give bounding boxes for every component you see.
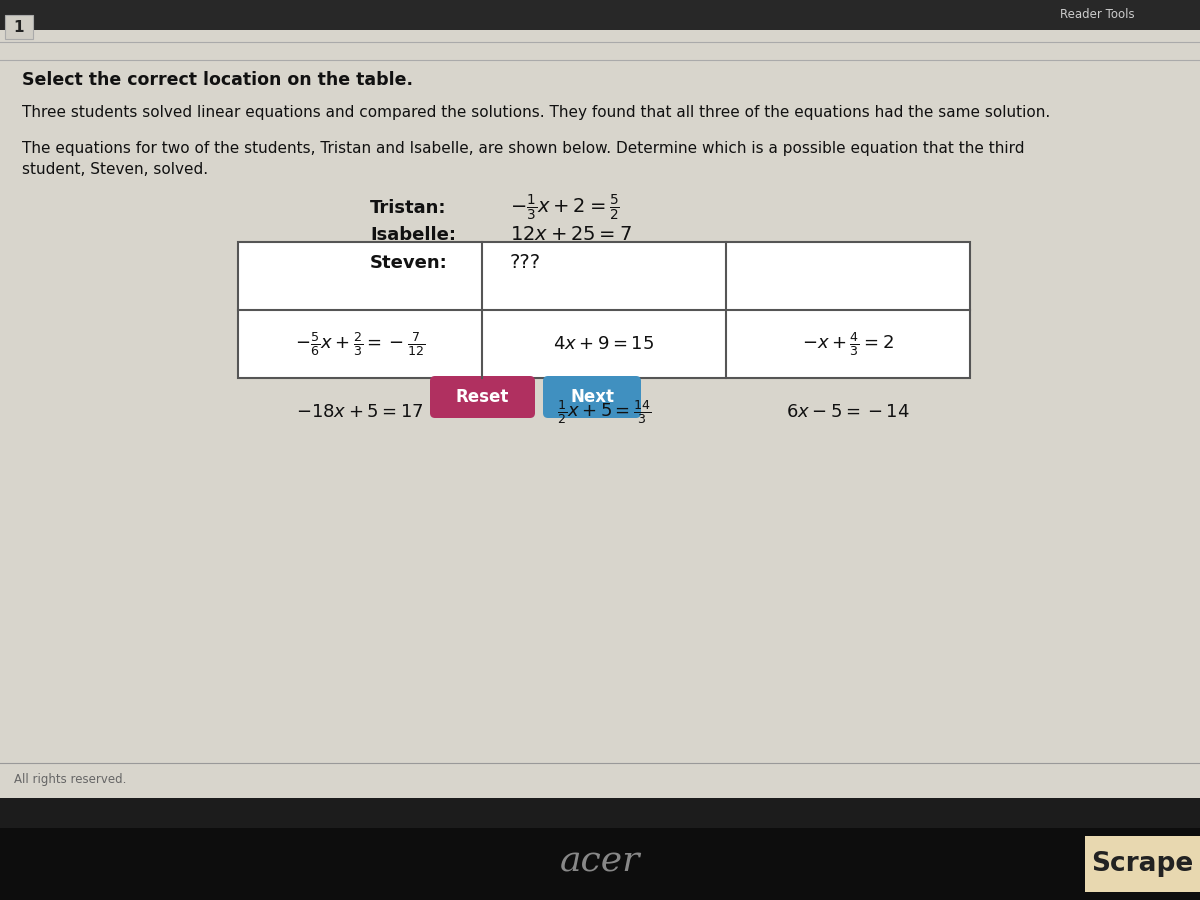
Bar [238, 242, 970, 378]
Text: $-x + \frac{4}{3} = 2$: $-x + \frac{4}{3} = 2$ [802, 330, 894, 358]
Text: The equations for two of the students, Tristan and Isabelle, are shown below. De: The equations for two of the students, T… [22, 140, 1025, 156]
Text: All rights reserved.: All rights reserved. [14, 773, 126, 787]
Text: $\frac{1}{2}x + 5 = \frac{14}{3}$: $\frac{1}{2}x + 5 = \frac{14}{3}$ [557, 398, 652, 426]
Text: $-\frac{1}{3}x + 2 = \frac{5}{2}$: $-\frac{1}{3}x + 2 = \frac{5}{2}$ [510, 193, 620, 223]
Text: Next: Next [570, 388, 614, 406]
Text: Isabelle:: Isabelle: [370, 226, 456, 244]
Text: Three students solved linear equations and compared the solutions. They found th: Three students solved linear equations a… [22, 105, 1050, 121]
Text: Steven:: Steven: [370, 254, 448, 272]
Text: Tristan:: Tristan: [370, 199, 446, 217]
FancyBboxPatch shape [430, 376, 535, 418]
Text: $12x + 25 = 7$: $12x + 25 = 7$ [510, 226, 631, 245]
Text: ???: ??? [510, 254, 541, 273]
Bar [1085, 836, 1200, 892]
Text: Reset: Reset [455, 388, 509, 406]
Text: student, Steven, solved.: student, Steven, solved. [22, 163, 208, 177]
FancyBboxPatch shape [542, 376, 641, 418]
Text: Scrape: Scrape [1091, 851, 1193, 877]
Text: $-18x + 5 = 17$: $-18x + 5 = 17$ [296, 403, 424, 421]
Text: $6x - 5 = -14$: $6x - 5 = -14$ [786, 403, 910, 421]
Text: Select the correct location on the table.: Select the correct location on the table… [22, 71, 413, 89]
Text: $4x + 9 = 15$: $4x + 9 = 15$ [553, 335, 654, 353]
Text: Reader Tools: Reader Tools [1060, 8, 1135, 22]
Text: $-\frac{5}{6}x + \frac{2}{3} = -\frac{7}{12}$: $-\frac{5}{6}x + \frac{2}{3} = -\frac{7}… [295, 330, 425, 358]
Bar [0, 0, 1200, 30]
Bar [5, 15, 34, 39]
Text: acer: acer [560, 845, 640, 879]
Text: 1: 1 [13, 20, 24, 34]
